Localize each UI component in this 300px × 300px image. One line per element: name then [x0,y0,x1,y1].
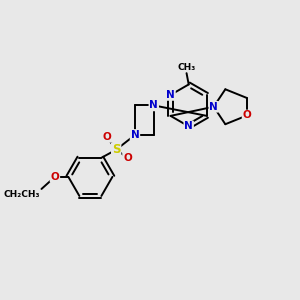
Text: N: N [149,100,158,110]
Text: CH₂CH₃: CH₂CH₃ [4,190,40,199]
Text: O: O [102,132,111,142]
Text: O: O [243,110,251,121]
Text: CH₃: CH₃ [177,63,196,72]
Text: N: N [184,122,193,131]
Text: N: N [166,90,175,100]
Text: S: S [112,143,120,156]
Text: N: N [209,102,218,112]
Text: O: O [50,172,59,182]
Text: O: O [123,153,132,163]
Text: N: N [130,130,139,140]
